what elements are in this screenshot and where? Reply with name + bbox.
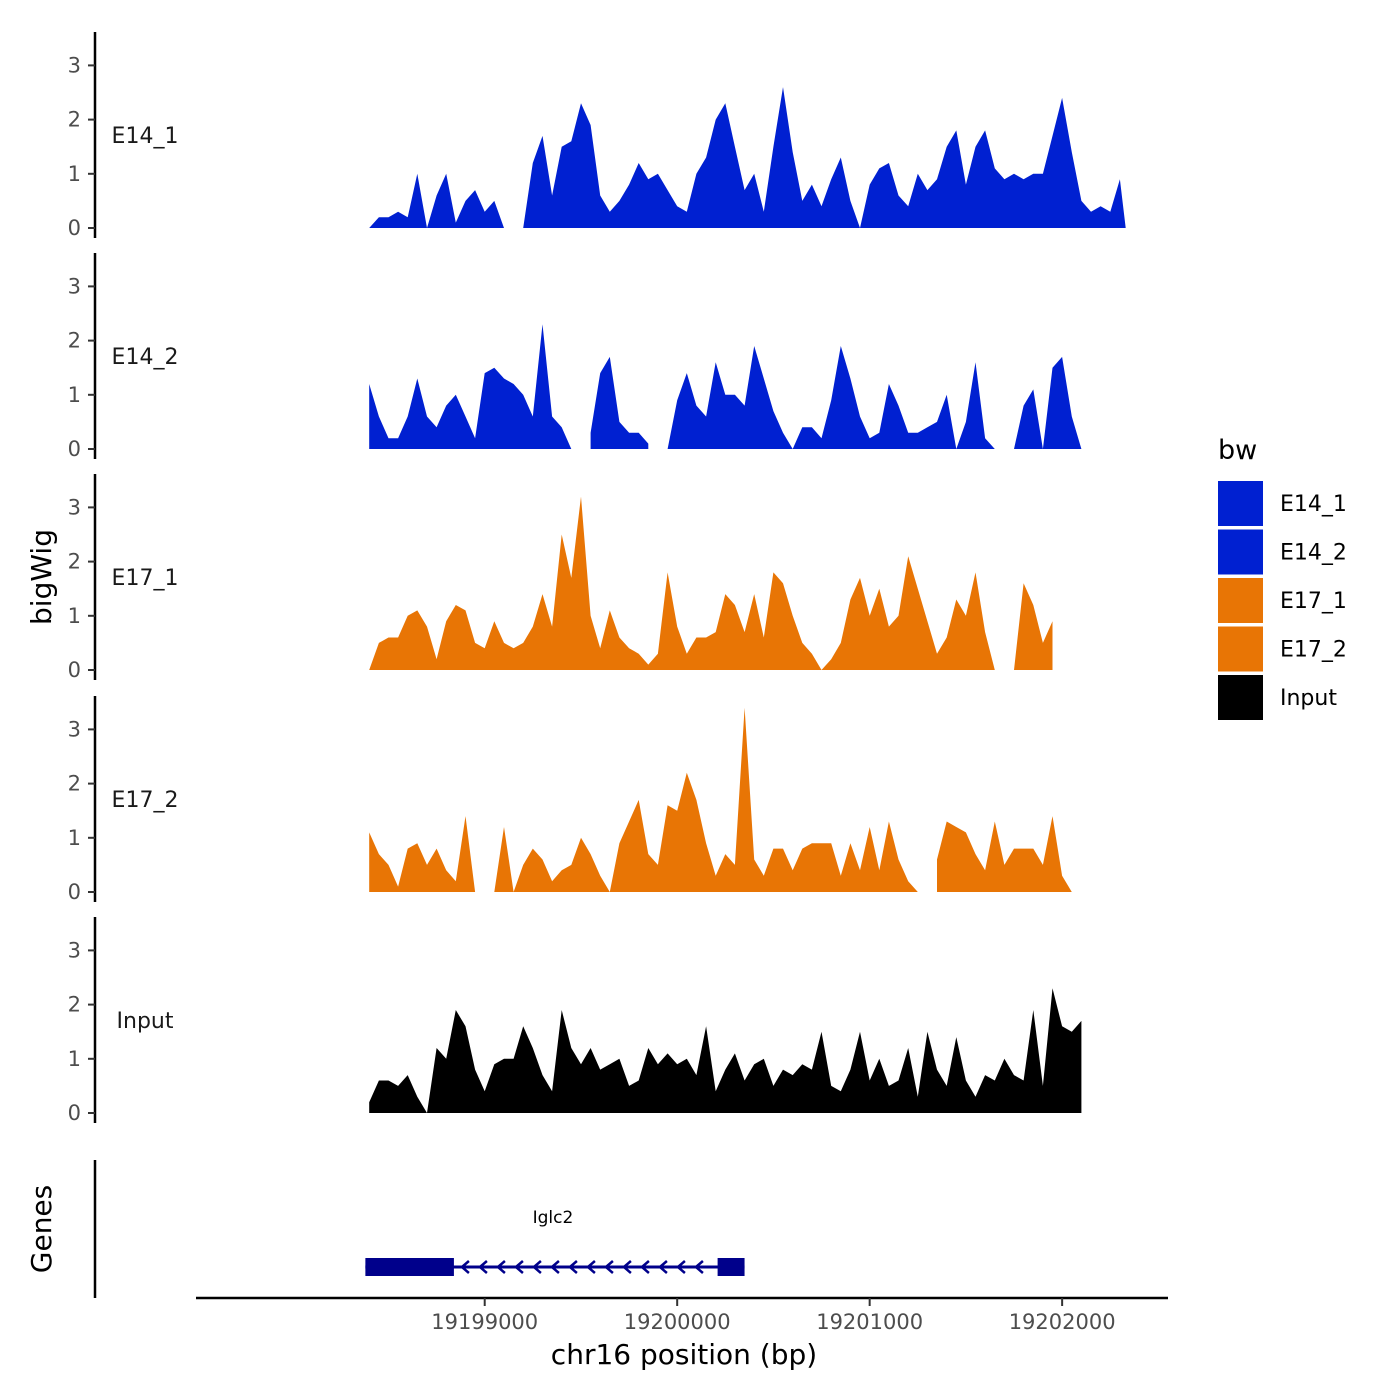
strand-arrow <box>459 1260 470 1274</box>
coverage-area <box>369 173 504 228</box>
gene-label: Iglc2 <box>533 1208 574 1228</box>
tracks-layer: 0 1 2 3 E14_1 0 1 2 3 E14_2 0 1 2 3 E17_1 0 1 2 3 E17_2 0 1 2 3… <box>68 32 1126 1125</box>
y-axis-title: bigWig <box>25 529 58 625</box>
y-tick-label: 3 <box>68 495 81 519</box>
coverage-area <box>369 496 995 670</box>
genes-panel-label: Genes <box>25 1185 58 1273</box>
strand-arrow <box>477 1260 488 1274</box>
track-label: E17_1 <box>112 566 179 591</box>
y-tick-label: 0 <box>68 1101 81 1125</box>
y-tick-label: 1 <box>68 826 81 850</box>
y-tick-label: 2 <box>68 772 81 796</box>
gene-exon <box>365 1258 454 1276</box>
strand-arrow <box>531 1260 542 1274</box>
y-tick-label: 0 <box>68 880 81 904</box>
coverage-area <box>369 816 476 892</box>
legend-key <box>1218 626 1263 672</box>
y-tick-label: 0 <box>68 216 81 240</box>
y-tick-label: 1 <box>68 162 81 186</box>
y-tick-label: 3 <box>68 938 81 962</box>
x-axis: 19199000 19200000 19201000 19202000 <box>196 1296 1168 1334</box>
track-e17-1: 0 1 2 3 E17_1 <box>68 474 1053 682</box>
strand-arrow <box>675 1260 686 1274</box>
track-label: Input <box>117 1009 174 1034</box>
track-e14-2: 0 1 2 3 E14_2 <box>68 253 1082 461</box>
y-tick-label: 1 <box>68 1047 81 1071</box>
y-tick-label: 0 <box>68 658 81 682</box>
coverage-area <box>1014 583 1053 670</box>
x-tick-label: 19201000 <box>816 1310 923 1334</box>
legend-key <box>1218 578 1263 623</box>
y-tick-label: 3 <box>68 274 81 298</box>
legend-label: E14_1 <box>1280 492 1347 517</box>
x-tick-label: 19199000 <box>431 1310 538 1334</box>
coverage-area <box>590 356 649 449</box>
legend-label: E17_2 <box>1280 638 1347 663</box>
strand-arrow <box>513 1260 524 1274</box>
coverage-area <box>667 346 995 449</box>
strand-arrow <box>495 1260 506 1274</box>
coverage-area <box>1014 356 1082 449</box>
y-tick-label: 2 <box>68 993 81 1017</box>
strand-arrow <box>639 1260 650 1274</box>
y-tick-label: 2 <box>68 108 81 132</box>
genes-layer: Iglc2 <box>93 1160 745 1298</box>
legend: bw E14_1 E14_2 E17_1 E17_2 Input <box>1218 435 1347 720</box>
strand-arrow <box>621 1260 632 1274</box>
track-input: 0 1 2 3 Input <box>68 917 1082 1125</box>
track-label: E17_2 <box>112 788 179 813</box>
x-tick-label: 19202000 <box>1009 1310 1116 1334</box>
x-axis-title: chr16 position (bp) <box>551 1338 817 1371</box>
legend-title: bw <box>1218 435 1257 466</box>
coverage-area <box>494 707 918 892</box>
coverage-area <box>937 816 1072 892</box>
strand-arrow <box>567 1260 578 1274</box>
strand-arrow <box>603 1260 614 1274</box>
y-tick-label: 1 <box>68 383 81 407</box>
legend-key <box>1218 481 1263 526</box>
strand-arrow <box>657 1260 668 1274</box>
strand-arrow <box>693 1260 704 1274</box>
track-label: E14_2 <box>112 345 179 370</box>
coverage-area <box>369 324 572 449</box>
y-tick-label: 3 <box>68 717 81 741</box>
legend-label: Input <box>1280 686 1337 711</box>
track-e17-2: 0 1 2 3 E17_2 <box>68 696 1072 904</box>
gene-iglc2: Iglc2 <box>365 1208 745 1276</box>
track-label: E14_1 <box>112 124 179 149</box>
strand-arrow <box>585 1260 596 1274</box>
y-tick-label: 2 <box>68 550 81 574</box>
coverage-area <box>523 87 1126 228</box>
legend-label: E17_1 <box>1280 589 1347 614</box>
y-tick-label: 0 <box>68 437 81 461</box>
y-tick-label: 1 <box>68 604 81 628</box>
legend-label: E14_2 <box>1280 541 1347 566</box>
coverage-area <box>369 988 1082 1113</box>
x-tick-label: 19200000 <box>624 1310 731 1334</box>
strand-arrow <box>549 1260 560 1274</box>
track-e14-1: 0 1 2 3 E14_1 <box>68 32 1126 240</box>
legend-key <box>1218 675 1263 720</box>
y-tick-label: 2 <box>68 329 81 353</box>
gene-exon <box>717 1258 745 1276</box>
legend-key <box>1218 529 1263 575</box>
y-tick-label: 3 <box>68 53 81 77</box>
